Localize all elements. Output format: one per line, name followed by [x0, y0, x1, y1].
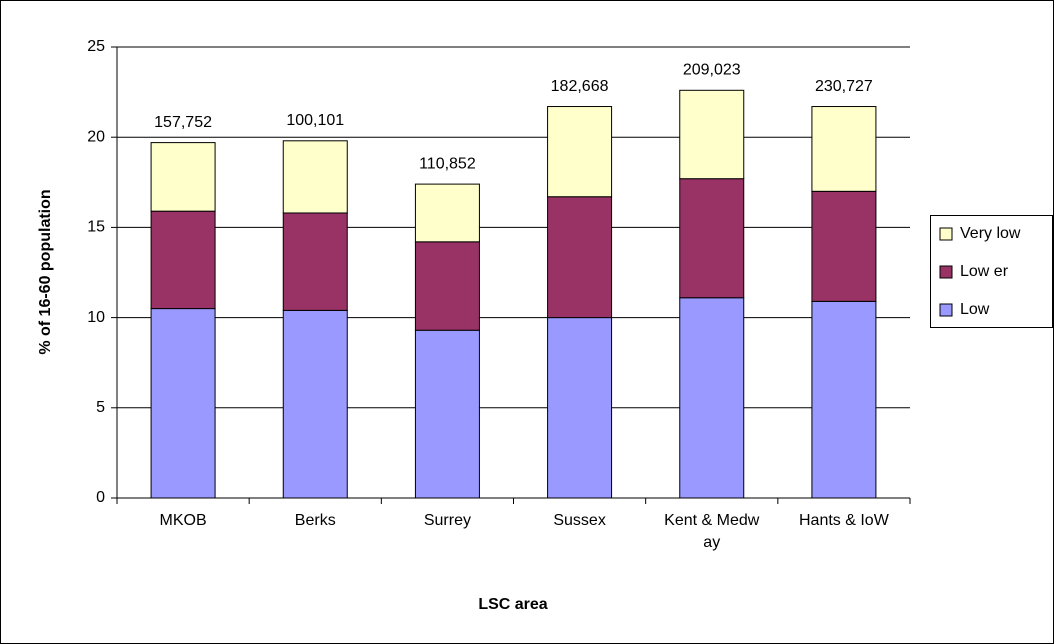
- bar-segment: [811, 190, 877, 302]
- bar-segment: [547, 196, 613, 319]
- bar-label: 110,852: [419, 155, 476, 172]
- y-axis-title: % of 16-60 population: [37, 189, 54, 354]
- bar-label: 230,727: [815, 78, 873, 95]
- legend-label: Low er: [960, 263, 1009, 280]
- bar-segment: [811, 106, 877, 192]
- bar-segment: [547, 317, 613, 499]
- legend-swatch: [939, 227, 953, 241]
- bar-segment: [811, 300, 877, 499]
- bar-label: 182,668: [551, 78, 609, 95]
- x-tick-label: Berks: [294, 512, 336, 529]
- bar-segment: [150, 210, 216, 310]
- bar-label: 100,101: [286, 112, 344, 129]
- bar-segment: [547, 106, 613, 198]
- legend-label: Low: [960, 301, 990, 318]
- bar-segment: [414, 241, 480, 331]
- x-tick-label: Surrey: [423, 512, 471, 529]
- bar-segment: [679, 178, 745, 299]
- x-tick-label: MKOB: [159, 512, 207, 529]
- bar-label: 157,752: [154, 114, 212, 131]
- y-tick-label: 15: [87, 219, 105, 236]
- x-tick-label: Hants & IoW: [799, 512, 889, 529]
- y-tick-label: 10: [87, 309, 105, 326]
- bar-segment: [150, 308, 216, 499]
- bar-segment: [679, 89, 745, 180]
- y-tick-label: 25: [87, 38, 105, 55]
- y-tick-label: 0: [96, 489, 105, 506]
- legend-swatch: [939, 265, 953, 279]
- x-tick-label: Sussex: [553, 512, 606, 529]
- bar-segment: [414, 329, 480, 499]
- bar-segment: [282, 309, 348, 499]
- x-tick-label: Kent & Medw ay: [664, 512, 760, 551]
- bar-segment: [282, 212, 348, 311]
- y-tick-label: 20: [87, 128, 105, 145]
- bar-segment: [150, 142, 216, 212]
- bar-label: 209,023: [683, 62, 741, 79]
- legend-swatch: [939, 303, 953, 317]
- legend-label: Very low: [960, 225, 1021, 242]
- bar-segment: [282, 140, 348, 214]
- x-axis-title: LSC area: [478, 596, 547, 613]
- y-tick-label: 5: [96, 399, 105, 416]
- bar-segment: [414, 183, 480, 243]
- bar-segment: [679, 297, 745, 499]
